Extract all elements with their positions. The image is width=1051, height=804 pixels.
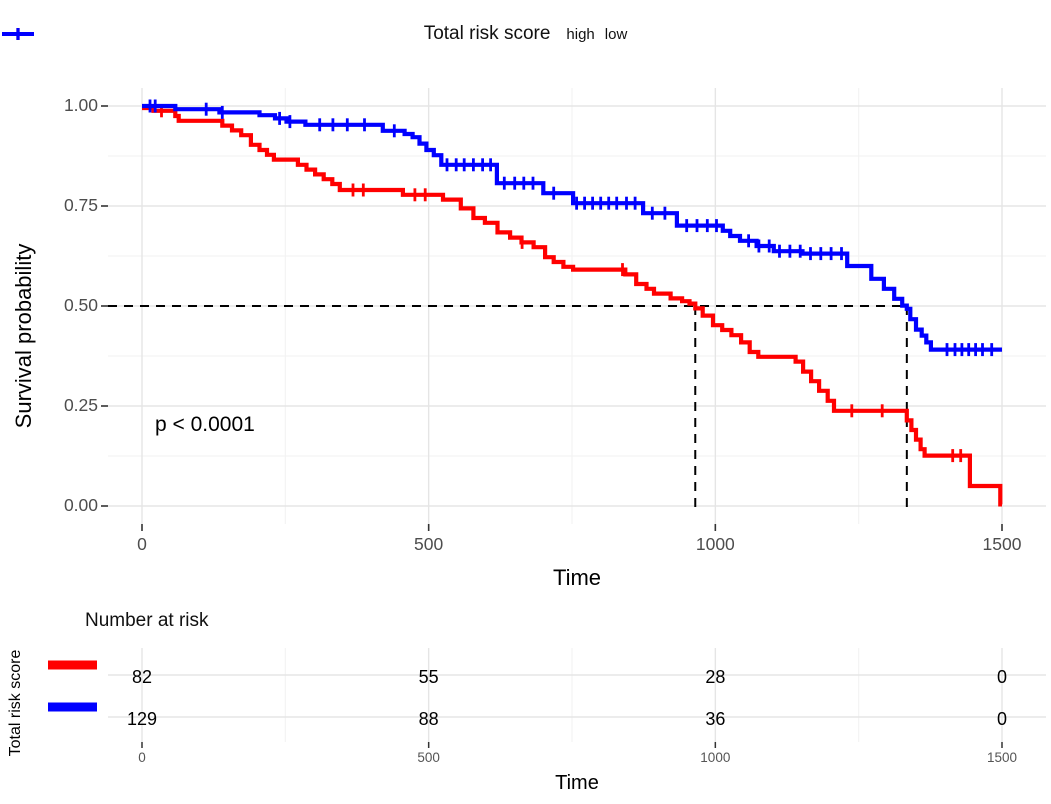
y-tick-label-0.50: 0.50 bbox=[63, 295, 98, 315]
risk-counts-high: 82 55 28 0 bbox=[132, 667, 1007, 687]
km-curve-low bbox=[142, 103, 1002, 352]
risk-count: 36 bbox=[705, 709, 725, 729]
legend-label-low: low bbox=[604, 25, 628, 43]
legend-label-high: high bbox=[566, 25, 595, 43]
legend: Total risk score high low bbox=[0, 20, 1051, 48]
svg-text:1000: 1000 bbox=[700, 750, 730, 765]
y-tick-label-0.25: 0.25 bbox=[63, 395, 98, 415]
risk-counts-low: 129 88 36 0 bbox=[127, 709, 1007, 729]
risk-table-y-axis-label: Total risk score bbox=[7, 649, 24, 757]
risk-count: 28 bbox=[705, 667, 725, 687]
risk-table-panel: 82 55 28 0 129 88 36 0 0 500 1000 1500 bbox=[48, 648, 1046, 765]
km-curve-high bbox=[142, 105, 1003, 507]
y-tick-label-0.00: 0.00 bbox=[63, 495, 98, 515]
risk-count: 55 bbox=[419, 667, 439, 687]
x-tick-label-500: 500 bbox=[414, 534, 444, 554]
censor-marks-low bbox=[148, 99, 994, 357]
p-value-annotation: p < 0.0001 bbox=[155, 413, 255, 436]
legend-item-low: low bbox=[2, 25, 628, 43]
risk-x-tick-labels: 0 500 1000 1500 bbox=[138, 750, 1017, 765]
risk-table-x-axis-title: Time bbox=[555, 772, 599, 794]
legend-key-low-icon bbox=[2, 28, 34, 40]
y-axis-title: Survival probability bbox=[11, 243, 36, 429]
risk-count: 82 bbox=[132, 667, 152, 687]
risk-count: 0 bbox=[997, 709, 1007, 729]
axis-ticks bbox=[101, 105, 1003, 531]
y-tick-label-1.00: 1.00 bbox=[63, 95, 98, 115]
risk-count: 129 bbox=[127, 709, 157, 729]
median-dashed-lines bbox=[108, 305, 908, 507]
risk-row-key-high bbox=[48, 660, 97, 670]
risk-row-key-low bbox=[48, 702, 97, 712]
x-tick-label-1500: 1500 bbox=[982, 534, 1022, 554]
svg-text:500: 500 bbox=[417, 750, 440, 765]
censor-marks-high bbox=[160, 104, 963, 463]
risk-table-title: Number at risk bbox=[85, 610, 209, 631]
x-axis-title: Time bbox=[552, 565, 602, 590]
risk-count: 0 bbox=[997, 667, 1007, 687]
survival-plot bbox=[101, 88, 1046, 531]
svg-text:1500: 1500 bbox=[987, 750, 1017, 765]
legend-title: Total risk score bbox=[423, 23, 551, 44]
risk-count: 88 bbox=[419, 709, 439, 729]
x-tick-label-0: 0 bbox=[137, 534, 147, 554]
y-tick-label-0.75: 0.75 bbox=[63, 195, 98, 215]
risk-grid bbox=[108, 648, 1046, 742]
svg-text:0: 0 bbox=[138, 750, 146, 765]
risk-axis-ticks bbox=[141, 742, 1003, 748]
grid-minor bbox=[108, 88, 1046, 524]
x-tick-label-1000: 1000 bbox=[695, 534, 735, 554]
